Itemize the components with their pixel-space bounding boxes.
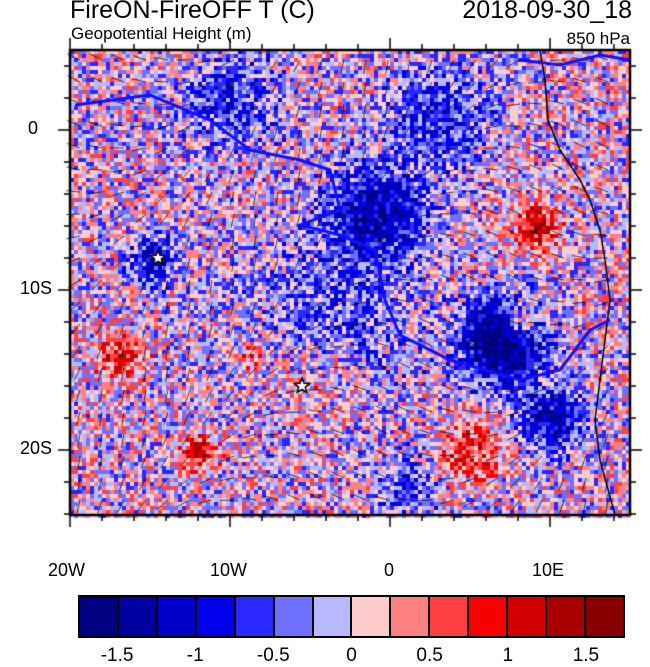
colorbar-label: 1 [502,645,514,666]
colorbar-bin [80,597,119,636]
colorbar-label: 0.5 [416,645,443,666]
lat-label-20s: 20S [20,438,53,458]
lon-label-0: 0 [384,560,395,580]
colorbar-bin [157,597,197,636]
colorbar-bin [235,597,275,636]
plot-date: 2018-09-30_18 [462,0,632,24]
colorbar-bin [274,597,314,636]
colorbar-bin [391,597,431,636]
colorbar-label: -1.5 [100,645,134,666]
lon-label-10e: 10E [532,560,565,580]
lon-label-20w: 20W [48,560,86,580]
colorbar-bin [469,597,509,636]
plot-subtitle: Geopotential Height (m) [71,24,252,43]
plot-title: FireON-FireOFF T (C) [70,0,315,24]
colorbar-label: 1.5 [572,645,600,666]
colorbar-bin [313,597,353,636]
colorbar-label: 0 [346,645,357,666]
colorbar-bin [196,597,236,636]
colorbar-bin [547,597,586,636]
colorbar-label: -1 [186,645,204,666]
lat-label-10s: 10S [20,278,53,298]
colorbar-bin [430,597,470,636]
colorbar-bin [585,597,623,636]
colorbar-bin [118,597,158,636]
colorbar-label: -0.5 [256,645,290,666]
pressure-level: 850 hPa [566,29,630,48]
colorbar-bin [508,597,548,636]
colorbar-bin [352,597,392,636]
colorbar [78,595,625,638]
lat-label-0: 0 [28,118,39,138]
lon-label-10w: 10W [210,560,248,580]
